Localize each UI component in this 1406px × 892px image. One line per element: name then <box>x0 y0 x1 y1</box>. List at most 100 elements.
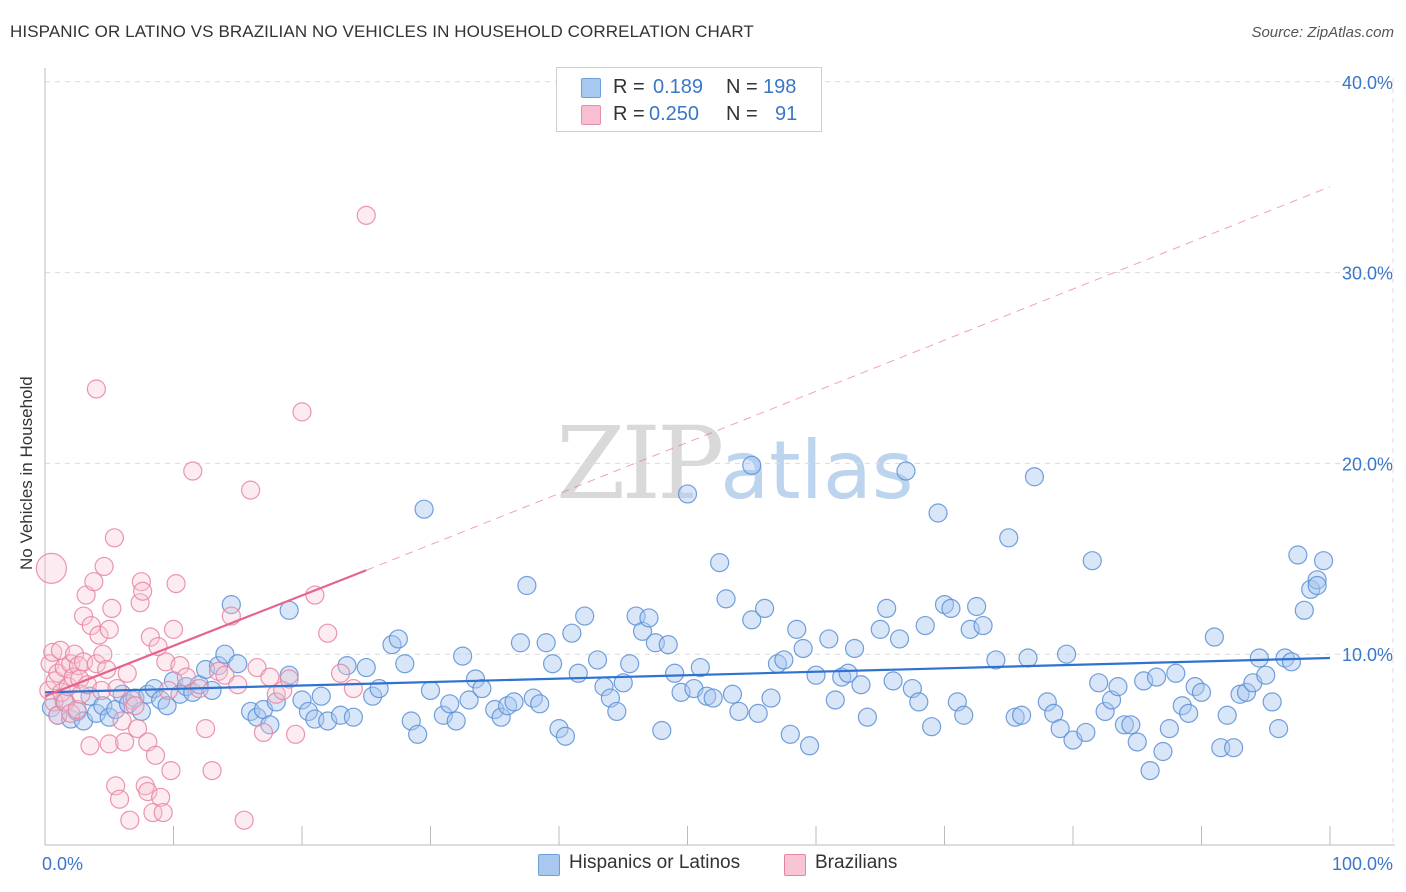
hispanics-point <box>1024 467 1045 487</box>
brazilians-trend-extension <box>366 186 1331 571</box>
hispanics-point <box>530 694 550 714</box>
legend-n-label: N = <box>726 103 758 125</box>
y-tick-label: 20.0% <box>1342 454 1393 474</box>
hispanics-point <box>780 724 800 744</box>
hispanics-point <box>1146 667 1167 687</box>
hispanics-trend-line <box>44 656 1331 694</box>
hispanics-point <box>1249 648 1269 668</box>
hispanics-point <box>710 553 730 573</box>
hispanics-point <box>1127 732 1147 752</box>
hispanics-point <box>1307 575 1327 596</box>
hispanics-point <box>221 594 241 615</box>
hispanics-point <box>215 644 235 664</box>
hispanics-point <box>665 663 685 683</box>
brazilians-point <box>133 581 153 601</box>
brazilians-point <box>125 696 145 716</box>
brazilians-point <box>86 379 107 399</box>
hispanics-point <box>1082 551 1102 571</box>
hispanics-point <box>1281 652 1302 672</box>
hispanics-point <box>1037 692 1057 712</box>
hispanics-point <box>973 615 993 636</box>
brazilians-point <box>176 667 196 687</box>
brazilians-point <box>43 642 63 662</box>
hispanics-point <box>806 665 826 685</box>
brazilians-trend-line <box>44 569 367 698</box>
hispanics-point <box>1089 673 1109 693</box>
hispanics-point <box>1011 705 1032 725</box>
hispanics-point <box>716 589 736 609</box>
brazilians-point <box>80 736 100 756</box>
hispanics-point <box>575 606 595 626</box>
hispanics-point <box>889 629 910 649</box>
trend-lines <box>44 186 1331 698</box>
hispanics-point <box>363 686 383 706</box>
hispanics-point <box>1217 705 1237 725</box>
brazilians-point <box>84 572 104 592</box>
brazilians-point <box>234 810 254 830</box>
hispanics-point <box>1288 545 1308 565</box>
hispanics-point <box>517 575 537 596</box>
hispanics-point <box>870 619 890 639</box>
brazilians-point <box>292 402 312 422</box>
hispanics-point <box>729 701 749 722</box>
legend-label-hispanics: Hispanics or Latinos <box>569 852 741 873</box>
hispanics-point <box>851 675 871 695</box>
hispanics-point <box>703 688 723 708</box>
hispanics-point <box>1134 671 1154 691</box>
hispanics-point <box>472 678 492 699</box>
hispanics-point <box>1172 696 1192 716</box>
hispanics-point <box>568 663 588 683</box>
hispanics-point <box>754 598 775 619</box>
hispanics-point <box>607 701 627 722</box>
brazilians-point <box>228 675 248 695</box>
hispanics-point <box>877 598 897 619</box>
hispanics-point <box>671 682 691 702</box>
hispanics-point <box>1140 760 1160 781</box>
hispanics-point <box>613 673 633 693</box>
hispanics-point <box>1313 551 1334 571</box>
brazilians-point <box>102 598 122 619</box>
brazilians-point <box>140 627 160 647</box>
hispanics-point <box>857 707 878 727</box>
hispanics-point <box>266 692 286 712</box>
watermark: ZIPatlas <box>556 405 914 522</box>
brazilians-point <box>196 719 216 739</box>
hispanics-point <box>414 499 434 519</box>
brazilians-point <box>89 625 109 645</box>
x-tick-label: 100.0% <box>1332 854 1393 874</box>
hispanics-point <box>954 705 974 725</box>
hispanics-point <box>1166 663 1186 683</box>
hispanics-point <box>157 696 177 716</box>
hispanics-point <box>510 633 531 653</box>
hispanics-point <box>555 726 576 746</box>
legend-r-value: 0.250 <box>649 103 700 125</box>
hispanics-point <box>292 690 312 710</box>
brazilians-point <box>356 205 376 225</box>
brazilians-point <box>131 572 151 592</box>
legend-r-label: R = <box>613 76 645 98</box>
y-tick-label: 30.0% <box>1342 264 1393 284</box>
hispanics-point <box>549 719 569 739</box>
brazilians-point <box>151 787 171 807</box>
brazilians-point <box>145 745 166 765</box>
hispanics-point <box>1179 703 1199 723</box>
hispanics-point <box>838 663 858 683</box>
hispanics-point <box>459 690 479 710</box>
brazilians-point <box>35 552 68 584</box>
brazilians-point <box>163 619 184 639</box>
hispanics-point <box>677 484 698 504</box>
stats-legend: R = 0.189 N = 198 R = 0.250 N = 91 <box>556 67 822 132</box>
hispanics-point <box>1153 741 1173 762</box>
hispanics-point <box>99 707 119 727</box>
source-label: Source: ZipAtlas.com <box>1251 24 1394 41</box>
series-brazilians-points <box>35 205 376 830</box>
hispanics-point <box>536 633 556 653</box>
hispanics-point <box>922 717 942 737</box>
hispanics-point <box>228 654 248 674</box>
legend-r-value: 0.189 <box>653 76 704 98</box>
hispanics-point <box>1159 719 1179 739</box>
hispanics-point <box>337 656 357 676</box>
brazilians-point <box>170 656 190 676</box>
brazilians-point <box>253 722 274 743</box>
hispanics-point <box>1256 665 1276 685</box>
